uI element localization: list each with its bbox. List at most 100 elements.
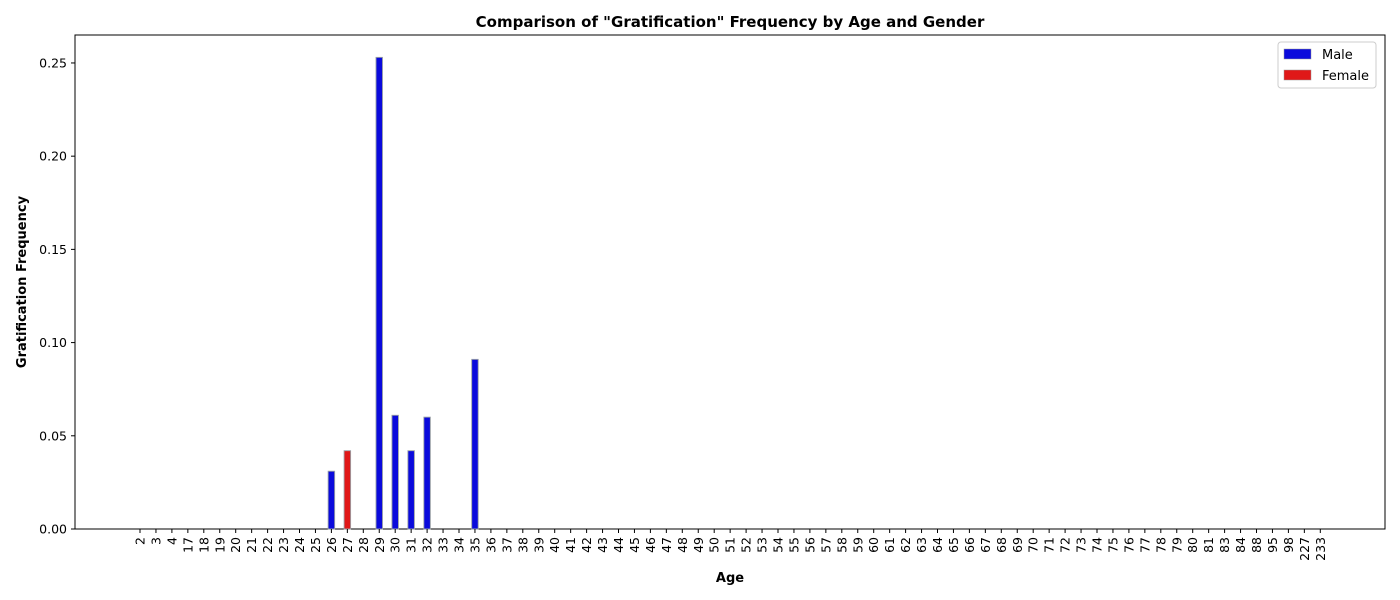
x-tick-label: 84 <box>1233 537 1248 553</box>
x-tick-label: 98 <box>1281 537 1296 553</box>
x-tick-label: 62 <box>898 537 913 553</box>
y-axis: 0.00 0.05 0.10 0.15 0.20 0.25 <box>39 55 75 537</box>
x-tick-label: 38 <box>515 537 530 553</box>
x-tick-label: 20 <box>228 537 243 553</box>
x-tick-label: 95 <box>1265 537 1280 553</box>
bar-male-age-31 <box>407 450 415 530</box>
x-tick-label: 21 <box>244 537 259 553</box>
y-axis-label: Gratification Frequency <box>15 195 30 368</box>
x-tick-label: 35 <box>467 537 482 553</box>
x-tick-label: 41 <box>563 537 578 553</box>
x-tick-label: 58 <box>834 537 849 553</box>
x-tick-label: 61 <box>882 537 897 553</box>
x-tick-label: 55 <box>786 537 801 553</box>
x-tick-label: 45 <box>627 537 642 553</box>
x-tick-label: 52 <box>739 537 754 553</box>
x-tick-label: 88 <box>1249 537 1264 553</box>
bar-male-age-30 <box>391 414 399 530</box>
x-tick-label: 72 <box>1058 537 1073 553</box>
x-tick-label: 83 <box>1217 537 1232 553</box>
x-tick-label: 69 <box>1010 537 1025 553</box>
x-axis: 2 3 4 17 18 19 20 21 22 23 24 25 26 27 28 29 30 31 32 33 34 3… <box>133 529 1328 561</box>
x-tick-label: 64 <box>930 537 945 553</box>
x-tick-label: 78 <box>1153 537 1168 553</box>
x-tick-label: 29 <box>372 537 387 553</box>
x-tick-label: 73 <box>1074 537 1089 553</box>
y-tick-label: 0.00 <box>39 522 67 537</box>
x-tick-label: 17 <box>180 537 195 553</box>
x-tick-label: 77 <box>1137 537 1152 553</box>
bar-male-age-35 <box>471 358 479 530</box>
x-tick-label: 56 <box>802 537 817 553</box>
x-tick-label: 24 <box>292 537 307 553</box>
legend-swatch-male <box>1283 48 1312 60</box>
x-tick-label: 50 <box>707 537 722 553</box>
x-tick-label: 57 <box>818 537 833 553</box>
x-tick-label: 27 <box>340 537 355 553</box>
x-tick-label: 81 <box>1201 537 1216 553</box>
y-tick-label: 0.20 <box>39 149 67 164</box>
x-tick-label: 19 <box>212 537 227 553</box>
x-tick-label: 2 <box>133 537 148 545</box>
x-tick-label: 48 <box>675 537 690 553</box>
x-tick-label: 23 <box>276 537 291 553</box>
x-tick-label: 47 <box>659 537 674 553</box>
x-tick-label: 43 <box>595 537 610 553</box>
plot-area-frame <box>74 34 1386 530</box>
x-tick-label: 233 <box>1313 537 1328 561</box>
x-tick-label: 79 <box>1169 537 1184 553</box>
x-tick-label: 59 <box>850 537 865 553</box>
x-tick-label: 4 <box>164 537 179 545</box>
x-tick-label: 40 <box>547 537 562 553</box>
x-tick-label: 26 <box>324 537 339 553</box>
x-tick-label: 68 <box>994 537 1009 553</box>
x-tick-label: 80 <box>1185 537 1200 553</box>
x-tick-label: 37 <box>499 537 514 553</box>
x-tick-label: 42 <box>579 537 594 553</box>
x-tick-label: 30 <box>388 537 403 553</box>
x-tick-label: 76 <box>1121 537 1136 553</box>
x-tick-label: 75 <box>1105 537 1120 553</box>
y-tick-label: 0.25 <box>39 55 67 70</box>
bar-female-age-27 <box>343 450 352 530</box>
legend-label-male: Male <box>1322 48 1353 63</box>
legend-label-female: Female <box>1322 69 1369 84</box>
x-tick-label: 49 <box>691 537 706 553</box>
bar-male-age-29 <box>375 56 383 530</box>
x-tick-label: 65 <box>946 537 961 553</box>
x-tick-label: 31 <box>404 537 419 553</box>
x-tick-label: 33 <box>436 537 451 553</box>
x-tick-label: 36 <box>483 537 498 553</box>
x-tick-label: 71 <box>1042 537 1057 553</box>
bar-male-age-26 <box>327 470 336 530</box>
x-tick-label: 18 <box>196 537 211 553</box>
x-tick-label: 28 <box>356 537 371 553</box>
x-tick-label: 70 <box>1026 537 1041 553</box>
y-tick-label: 0.15 <box>39 242 67 257</box>
bar-male-age-32 <box>423 416 431 530</box>
x-tick-label: 34 <box>452 537 467 553</box>
x-tick-label: 54 <box>771 537 786 553</box>
x-tick-label: 74 <box>1090 537 1105 553</box>
x-tick-label: 63 <box>914 537 929 553</box>
y-tick-label: 0.05 <box>39 428 67 443</box>
x-tick-label: 53 <box>755 537 770 553</box>
x-tick-label: 25 <box>308 537 323 553</box>
bars-layer <box>327 56 479 530</box>
legend: Male Female <box>1277 41 1377 89</box>
y-tick-label: 0.10 <box>39 335 67 350</box>
x-tick-label: 60 <box>866 537 881 553</box>
x-tick-label: 66 <box>962 537 977 553</box>
chart-title: Comparison of "Gratification" Frequency … <box>476 13 985 31</box>
x-axis-label: Age <box>716 571 744 586</box>
x-tick-label: 46 <box>643 537 658 553</box>
x-tick-label: 44 <box>611 537 626 553</box>
x-tick-label: 22 <box>260 537 275 553</box>
x-tick-label: 227 <box>1297 537 1312 561</box>
x-tick-label: 3 <box>148 537 163 545</box>
x-tick-label: 39 <box>531 537 546 553</box>
x-tick-label: 51 <box>723 537 738 553</box>
x-tick-label: 32 <box>420 537 435 553</box>
x-tick-label: 67 <box>978 537 993 553</box>
